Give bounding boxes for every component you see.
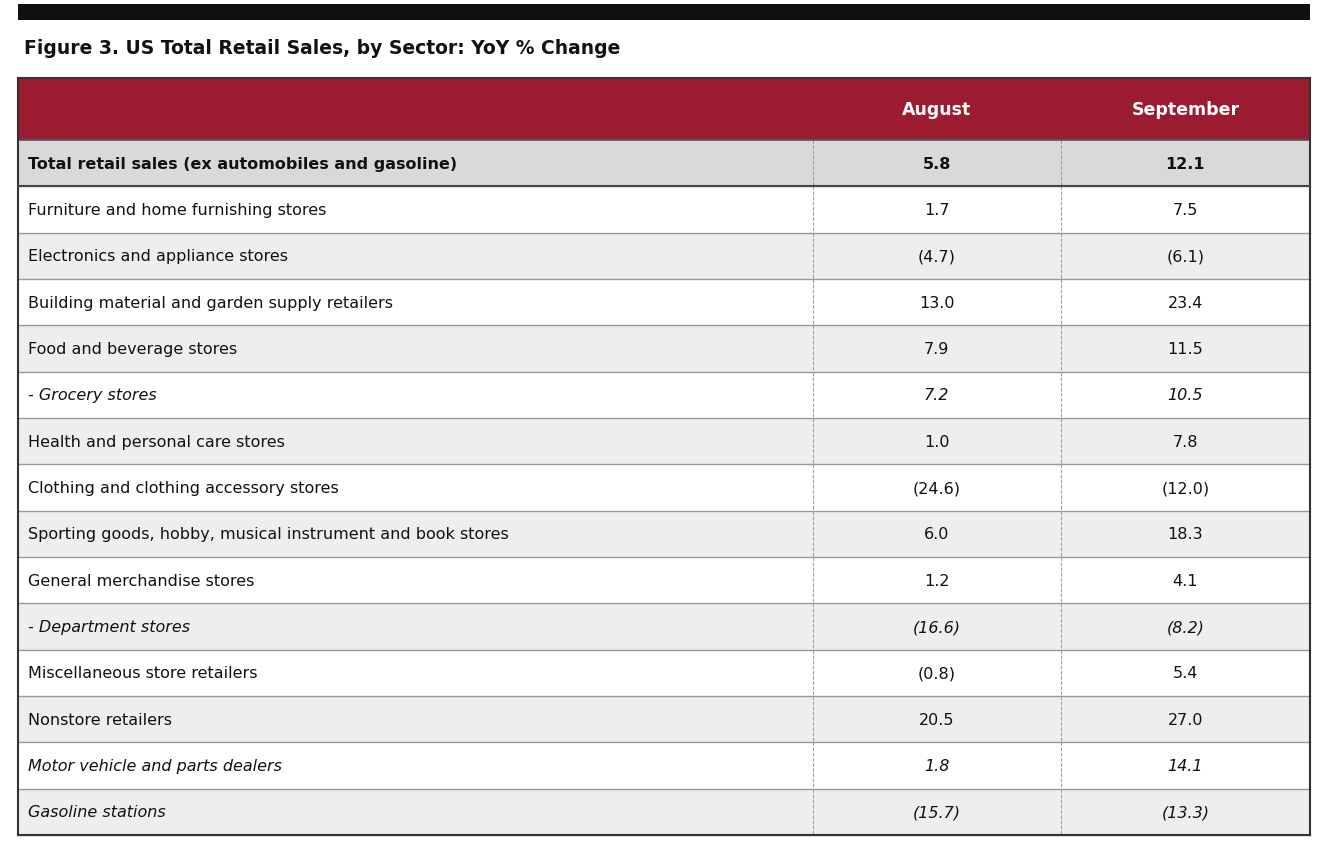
Text: - Grocery stores: - Grocery stores xyxy=(28,388,157,403)
Text: (16.6): (16.6) xyxy=(912,619,960,635)
Text: 4.1: 4.1 xyxy=(1173,573,1198,588)
Text: September: September xyxy=(1131,101,1239,119)
Bar xyxy=(19,742,1309,789)
Text: 7.8: 7.8 xyxy=(1173,434,1198,450)
Bar xyxy=(19,696,1309,742)
Text: 7.5: 7.5 xyxy=(1173,203,1198,218)
Text: 27.0: 27.0 xyxy=(1167,712,1203,727)
Text: 5.4: 5.4 xyxy=(1173,665,1198,681)
Text: August: August xyxy=(902,101,971,119)
Text: (12.0): (12.0) xyxy=(1161,480,1210,496)
Bar xyxy=(19,650,1309,696)
Bar xyxy=(19,326,1309,372)
Text: 1.8: 1.8 xyxy=(924,758,950,773)
Text: 1.7: 1.7 xyxy=(924,203,950,218)
Text: 12.1: 12.1 xyxy=(1166,157,1204,171)
Text: Motor vehicle and parts dealers: Motor vehicle and parts dealers xyxy=(28,758,282,773)
Bar xyxy=(19,187,1309,234)
Text: - Department stores: - Department stores xyxy=(28,619,190,635)
Text: General merchandise stores: General merchandise stores xyxy=(28,573,255,588)
Text: 14.1: 14.1 xyxy=(1167,758,1203,773)
Text: 7.2: 7.2 xyxy=(924,388,950,403)
Text: (0.8): (0.8) xyxy=(918,665,956,681)
Text: 5.8: 5.8 xyxy=(923,157,951,171)
Bar xyxy=(19,557,1309,604)
Text: (24.6): (24.6) xyxy=(912,480,960,496)
Text: Miscellaneous store retailers: Miscellaneous store retailers xyxy=(28,665,258,681)
Text: Building material and garden supply retailers: Building material and garden supply reta… xyxy=(28,295,393,310)
Bar xyxy=(19,372,1309,419)
Bar xyxy=(19,234,1309,280)
Text: 13.0: 13.0 xyxy=(919,295,955,310)
Text: Food and beverage stores: Food and beverage stores xyxy=(28,342,238,357)
Text: 11.5: 11.5 xyxy=(1167,342,1203,357)
Bar xyxy=(19,789,1309,835)
Bar xyxy=(19,79,1309,141)
Bar xyxy=(19,5,1309,21)
Text: (6.1): (6.1) xyxy=(1166,249,1204,264)
Bar xyxy=(19,419,1309,465)
Text: Sporting goods, hobby, musical instrument and book stores: Sporting goods, hobby, musical instrumen… xyxy=(28,527,509,542)
Bar xyxy=(19,511,1309,557)
Bar xyxy=(19,465,1309,511)
Text: 1.0: 1.0 xyxy=(924,434,950,450)
Text: (13.3): (13.3) xyxy=(1161,804,1210,820)
Text: Total retail sales (ex automobiles and gasoline): Total retail sales (ex automobiles and g… xyxy=(28,157,457,171)
Text: 20.5: 20.5 xyxy=(919,712,955,727)
Text: Nonstore retailers: Nonstore retailers xyxy=(28,712,173,727)
Text: 6.0: 6.0 xyxy=(924,527,950,542)
Text: Figure 3. US Total Retail Sales, by Sector: YoY % Change: Figure 3. US Total Retail Sales, by Sect… xyxy=(24,38,620,58)
Bar xyxy=(19,604,1309,650)
Text: 10.5: 10.5 xyxy=(1167,388,1203,403)
Text: 1.2: 1.2 xyxy=(924,573,950,588)
Text: Electronics and appliance stores: Electronics and appliance stores xyxy=(28,249,288,264)
Text: 18.3: 18.3 xyxy=(1167,527,1203,542)
Bar xyxy=(19,141,1309,187)
Text: 23.4: 23.4 xyxy=(1167,295,1203,310)
Text: Clothing and clothing accessory stores: Clothing and clothing accessory stores xyxy=(28,480,339,496)
Text: Gasoline stations: Gasoline stations xyxy=(28,804,166,820)
Text: Furniture and home furnishing stores: Furniture and home furnishing stores xyxy=(28,203,327,218)
Text: (4.7): (4.7) xyxy=(918,249,956,264)
Bar xyxy=(19,280,1309,326)
Text: (15.7): (15.7) xyxy=(912,804,960,820)
Text: 7.9: 7.9 xyxy=(924,342,950,357)
Text: (8.2): (8.2) xyxy=(1166,619,1204,635)
Text: Health and personal care stores: Health and personal care stores xyxy=(28,434,286,450)
